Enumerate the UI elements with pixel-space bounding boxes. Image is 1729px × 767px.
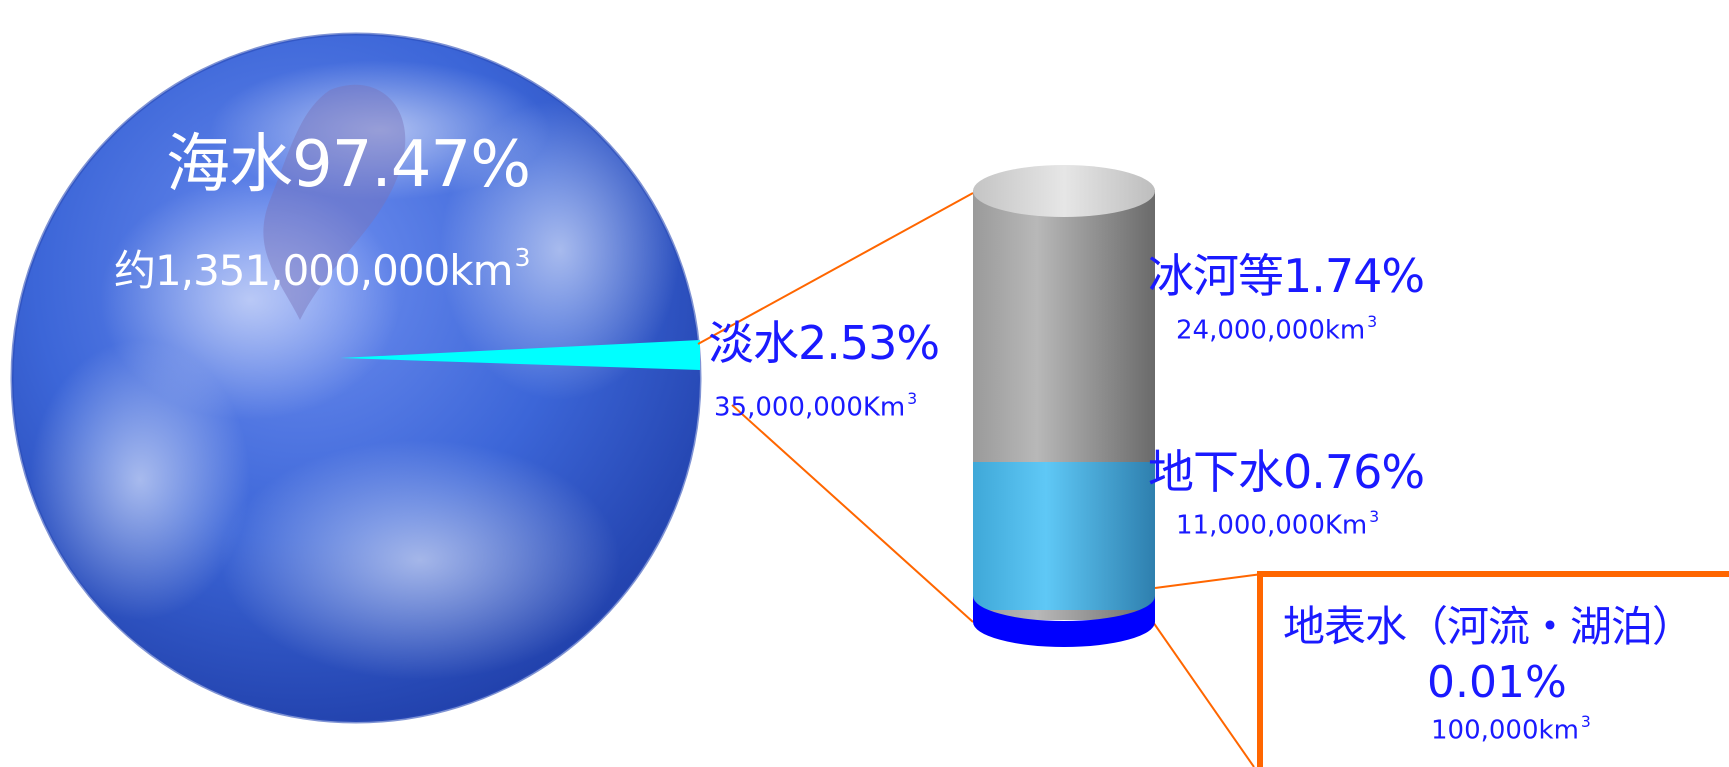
freshwater-wedge [340,340,700,370]
freshwater-percent-label: 淡水2.53% [708,316,940,370]
connector-line-surface-bottom [1152,621,1255,767]
surface-water-callout: 地表水（河流・湖泊） 0.01% 100,000km 3 [1257,571,1729,767]
cylinder-top [973,165,1155,217]
groundwater-percent-label: 地下水0.76% [1148,445,1425,499]
earth-rim [10,32,702,724]
freshwater-volume-label: 35,000,000Km 3 [714,390,918,423]
connector-line-top [697,192,974,345]
continent-shape [263,84,406,320]
glacier-volume-label: 24,000,000km 3 [1176,313,1378,346]
surface-water-label: 地表水（河流・湖泊） [1283,602,1694,651]
glacier-percent-label: 冰河等1.74% [1148,249,1425,303]
connector-line-surface-top [1154,573,1263,589]
freshwater-cylinder [973,165,1155,647]
cloud-patch [220,440,620,680]
seawater-volume-label: 约1,351,000,000km3 [114,243,531,295]
connector-line-bottom [731,404,974,623]
surface-water-band [973,596,1155,647]
groundwater-band [973,462,1155,610]
surface-water-volume: 100,000km 3 [1431,713,1591,746]
seawater-percent-label: 海水97.47% [166,128,531,202]
groundwater-volume-label: 11,000,000Km 3 [1176,508,1380,541]
earth-globe [10,32,702,724]
cloud-patch [30,340,250,620]
cloud-patch [210,60,550,200]
surface-water-percent: 0.01% [1427,657,1567,708]
